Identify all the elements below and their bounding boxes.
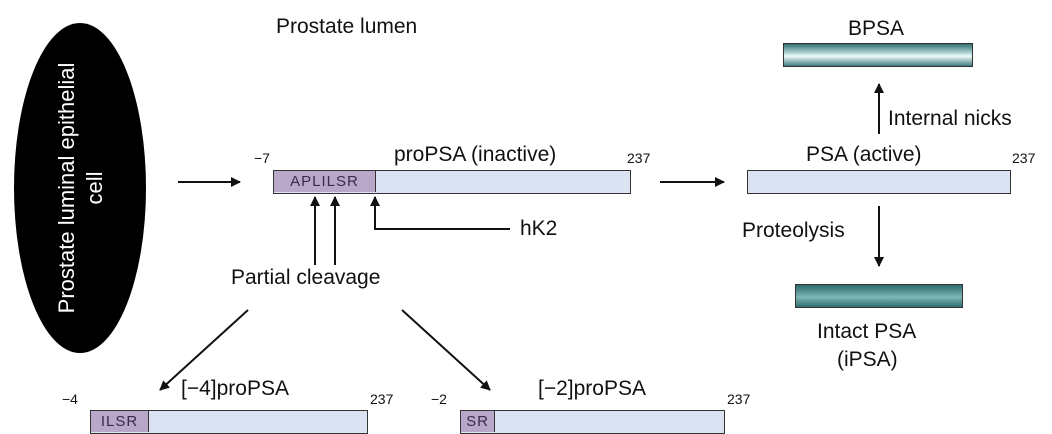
intact-psa-line1: Intact PSA <box>817 320 917 343</box>
lumen-label: Prostate lumen <box>276 15 418 38</box>
m2-propeptide: SR <box>461 411 495 432</box>
bpsa-label: BPSA <box>848 17 905 40</box>
intact-psa-line2: (iPSA) <box>837 348 898 371</box>
arrow-hk2 <box>370 196 510 230</box>
propsa-bar: APLILSR <box>273 170 631 194</box>
m4-propeptide: ILSR <box>91 411 149 432</box>
propsa-label: proPSA (inactive) <box>394 143 557 166</box>
propsa-start: −7 <box>254 150 270 166</box>
bpsa-bar <box>783 43 973 67</box>
cell-label-line1: Prostate luminal epithelial <box>54 63 79 314</box>
propsa-end: 237 <box>627 150 651 166</box>
psa-end: 237 <box>1012 150 1036 166</box>
internal-nicks-label: Internal nicks <box>888 107 1012 130</box>
cell-label-line2: cell <box>82 171 107 204</box>
psa-active-label: PSA (active) <box>806 143 922 166</box>
m4-label: [−4]proPSA <box>181 377 289 400</box>
m2-start: −2 <box>431 391 447 407</box>
m4-start: −4 <box>62 391 78 407</box>
m2-label: [−2]proPSA <box>538 377 646 400</box>
intact-psa-bar <box>795 284 963 308</box>
arrow-to-m4 <box>159 309 249 391</box>
m4-end: 237 <box>370 391 394 407</box>
hk2-label: hK2 <box>520 217 558 240</box>
psa-bar <box>747 170 1011 194</box>
m4-bar: ILSR <box>90 410 368 434</box>
m2-bar: SR <box>460 410 725 434</box>
epithelial-cell: Prostate luminal epithelial cell <box>14 23 146 353</box>
m2-end: 237 <box>727 391 751 407</box>
proteolysis-label: Proteolysis <box>742 219 845 242</box>
propsa-propeptide: APLILSR <box>274 171 376 192</box>
arrow-to-m2 <box>401 309 491 391</box>
partial-cleavage-label: Partial cleavage <box>231 266 381 289</box>
